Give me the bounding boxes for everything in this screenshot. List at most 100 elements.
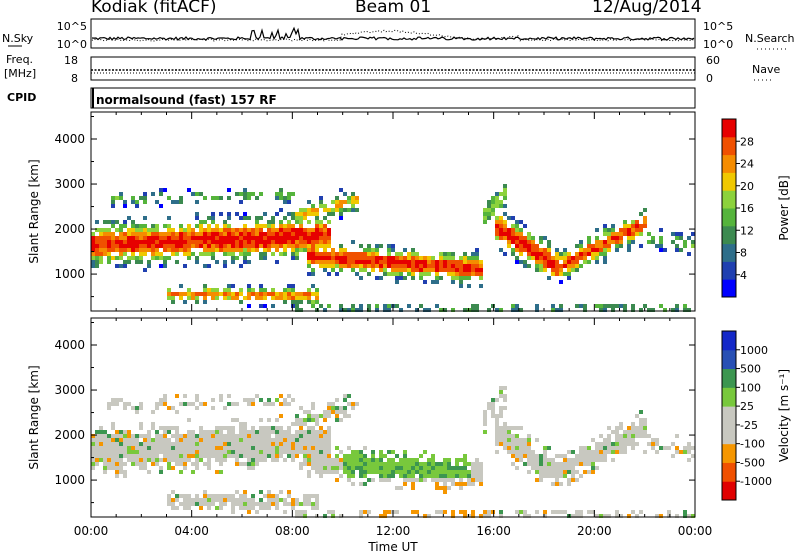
heatmap-cell bbox=[603, 514, 607, 518]
heatmap-cell bbox=[207, 240, 211, 244]
heatmap-cell bbox=[99, 450, 103, 454]
heatmap-cell bbox=[563, 470, 567, 474]
noise-tick-right: 10^5 bbox=[703, 20, 733, 33]
heatmap-cell bbox=[187, 494, 191, 498]
heatmap-cell bbox=[103, 252, 107, 256]
heatmap-cell bbox=[687, 514, 691, 518]
heatmap-cell bbox=[175, 454, 179, 458]
heatmap-cell bbox=[547, 252, 551, 256]
heatmap-cell bbox=[175, 450, 179, 454]
heatmap-cell bbox=[359, 304, 363, 308]
heatmap-cell bbox=[551, 260, 555, 264]
heatmap-cell bbox=[319, 224, 323, 228]
heatmap-cell bbox=[303, 454, 307, 458]
heatmap-cell bbox=[431, 260, 435, 264]
heatmap-cell bbox=[287, 236, 291, 240]
heatmap-cell bbox=[495, 422, 499, 426]
heatmap-cell bbox=[299, 442, 303, 446]
heatmap-cell bbox=[311, 260, 315, 264]
heatmap-cell bbox=[351, 406, 355, 410]
heatmap-cell bbox=[211, 398, 215, 402]
heatmap-cell bbox=[235, 442, 239, 446]
heatmap-cell bbox=[267, 506, 271, 510]
heatmap-cell bbox=[195, 236, 199, 240]
heatmap-cell bbox=[227, 292, 231, 296]
heatmap-cell bbox=[375, 304, 379, 308]
heatmap-cell bbox=[343, 200, 347, 204]
heatmap-cell bbox=[475, 470, 479, 474]
heatmap-cell bbox=[567, 260, 571, 264]
heatmap-cell bbox=[559, 252, 563, 256]
heatmap-cell bbox=[151, 244, 155, 248]
heatmap-cell bbox=[123, 236, 127, 240]
heatmap-cell bbox=[247, 240, 251, 244]
heatmap-cell bbox=[515, 228, 519, 232]
heatmap-cell bbox=[243, 442, 247, 446]
heatmap-cell bbox=[455, 268, 459, 272]
colorbar-tick-label: 12 bbox=[740, 224, 754, 237]
heatmap-cell bbox=[315, 430, 319, 434]
heatmap-cell bbox=[475, 272, 479, 276]
heatmap-cell bbox=[127, 458, 131, 462]
x-tick-label: 08:00 bbox=[275, 524, 310, 538]
heatmap-cell bbox=[419, 462, 423, 466]
heatmap-cell bbox=[291, 224, 295, 228]
heatmap-cell bbox=[567, 458, 571, 462]
heatmap-cell bbox=[111, 196, 115, 200]
heatmap-cell bbox=[387, 256, 391, 260]
heatmap-cell bbox=[271, 402, 275, 406]
heatmap-cell bbox=[283, 244, 287, 248]
heatmap-cell bbox=[391, 256, 395, 260]
heatmap-cell bbox=[151, 422, 155, 426]
heatmap-cell bbox=[639, 244, 643, 248]
heatmap-cell bbox=[239, 300, 243, 304]
heatmap-cell bbox=[275, 232, 279, 236]
heatmap-cell bbox=[163, 426, 167, 430]
heatmap-cell bbox=[355, 308, 359, 312]
heatmap-cell bbox=[271, 292, 275, 296]
heatmap-cell bbox=[155, 244, 159, 248]
heatmap-cell bbox=[463, 268, 467, 272]
heatmap-cell bbox=[567, 482, 571, 486]
heatmap-cell bbox=[123, 406, 127, 410]
heatmap-cell bbox=[263, 304, 267, 308]
heatmap-cell bbox=[603, 228, 607, 232]
heatmap-cell bbox=[559, 466, 563, 470]
heatmap-cell bbox=[95, 264, 99, 268]
heatmap-cell bbox=[335, 398, 339, 402]
heatmap-cell bbox=[471, 308, 475, 312]
heatmap-cell bbox=[535, 304, 539, 308]
heatmap-cell bbox=[515, 220, 519, 224]
heatmap-cell bbox=[215, 446, 219, 450]
heatmap-cell bbox=[271, 426, 275, 430]
heatmap-cell bbox=[187, 506, 191, 510]
heatmap-cell bbox=[219, 502, 223, 506]
heatmap-cell bbox=[691, 244, 695, 248]
heatmap-cell bbox=[323, 260, 327, 264]
heatmap-cell bbox=[195, 300, 199, 304]
heatmap-cell bbox=[107, 406, 111, 410]
heatmap-cell bbox=[675, 450, 679, 454]
heatmap-cell bbox=[311, 236, 315, 240]
heatmap-cell bbox=[391, 462, 395, 466]
heatmap-cell bbox=[243, 224, 247, 228]
heatmap-cell bbox=[539, 466, 543, 470]
heatmap-cell bbox=[367, 264, 371, 268]
heatmap-cell bbox=[619, 228, 623, 232]
colorbar-frame bbox=[721, 330, 737, 501]
heatmap-cell bbox=[171, 240, 175, 244]
heatmap-cell bbox=[263, 502, 267, 506]
heatmap-cell bbox=[139, 450, 143, 454]
heatmap-cell bbox=[387, 470, 391, 474]
x-axis-label: Time UT bbox=[367, 540, 418, 554]
heatmap-cell bbox=[515, 458, 519, 462]
heatmap-cell bbox=[419, 474, 423, 478]
heatmap-cell bbox=[375, 252, 379, 256]
heatmap-cell bbox=[363, 470, 367, 474]
colorbar-segment bbox=[722, 208, 736, 227]
heatmap-cell bbox=[347, 394, 351, 398]
heatmap-cell bbox=[355, 260, 359, 264]
heatmap-cell bbox=[203, 438, 207, 442]
heatmap-cell bbox=[463, 470, 467, 474]
heatmap-cell bbox=[171, 446, 175, 450]
